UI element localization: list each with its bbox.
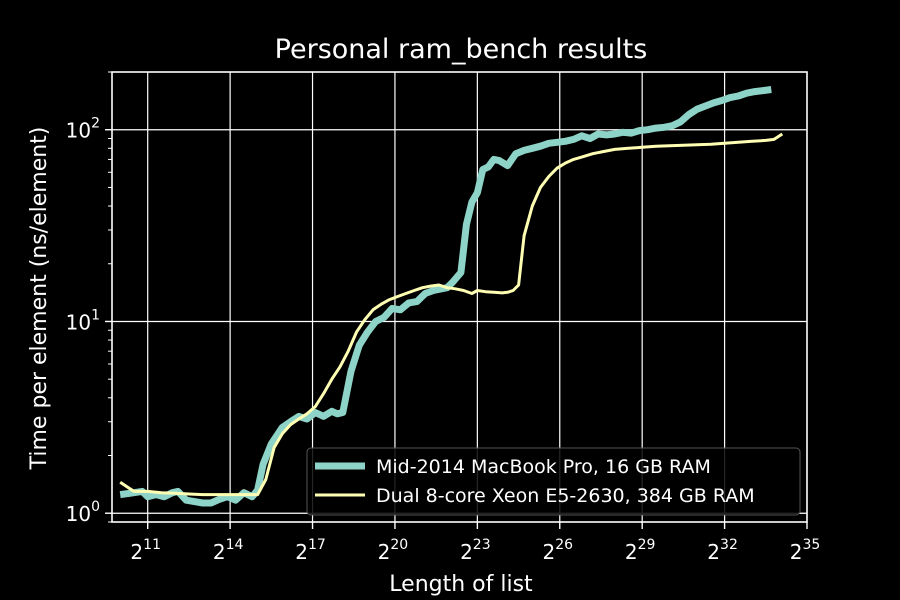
- x-tick-base: 2: [295, 540, 308, 564]
- y-tick-base: 10: [66, 502, 91, 526]
- y-tick-label: 102: [66, 116, 100, 143]
- y-tick-label: 101: [66, 307, 100, 334]
- x-tick-exponent: 11: [143, 537, 161, 553]
- x-tick-exponent: 29: [638, 537, 656, 553]
- y-tick-label: 100: [66, 499, 100, 526]
- x-tick-exponent: 35: [802, 537, 820, 553]
- plot-frame: [111, 71, 808, 523]
- x-tick-base: 2: [460, 540, 473, 564]
- x-tick-exponent: 32: [720, 537, 738, 553]
- legend-label-1: Mid-2014 MacBook Pro, 16 GB RAM: [376, 456, 711, 478]
- y-tick-exponent: 1: [91, 307, 100, 323]
- x-tick-exponent: 17: [308, 537, 326, 553]
- x-tick-label: 229: [625, 537, 656, 564]
- x-tick-exponent: 26: [555, 537, 573, 553]
- x-tick-exponent: 14: [226, 537, 244, 553]
- y-axis-label: Time per element (ns/element): [27, 127, 52, 471]
- x-tick-label: 235: [790, 537, 821, 564]
- x-tick-base: 2: [707, 540, 720, 564]
- x-tick-label: 226: [542, 537, 573, 564]
- legend-label-2: Dual 8-core Xeon E5-2630, 384 GB RAM: [376, 485, 755, 507]
- y-tick-base: 10: [66, 310, 91, 334]
- series-layer: [119, 86, 784, 507]
- legend: Mid-2014 MacBook Pro, 16 GB RAM Dual 8-co…: [306, 447, 801, 516]
- x-tick-exponent: 20: [390, 537, 408, 553]
- x-axis-label: Length of list: [389, 572, 533, 597]
- x-tick-label: 232: [707, 537, 738, 564]
- grid: [112, 72, 807, 522]
- series-line-1: [119, 86, 772, 507]
- x-tick-base: 2: [130, 540, 143, 564]
- x-tick-label: 220: [378, 537, 409, 564]
- x-tick-base: 2: [378, 540, 391, 564]
- y-tick-exponent: 2: [91, 116, 100, 132]
- x-tick-exponent: 23: [473, 537, 491, 553]
- chart-title: Personal ram_bench results: [275, 34, 648, 65]
- x-tick-base: 2: [213, 540, 226, 564]
- x-tick-base: 2: [625, 540, 638, 564]
- series-line-2: [119, 132, 784, 497]
- x-tick-label: 223: [460, 537, 491, 564]
- y-tick-base: 10: [66, 119, 91, 143]
- y-tick-exponent: 0: [91, 499, 100, 515]
- x-tick-label: 217: [295, 537, 326, 564]
- x-tick-label: 214: [213, 537, 244, 564]
- legend-box: [306, 447, 801, 516]
- x-tick-label: 211: [130, 537, 161, 564]
- x-axis-ticks: 211 214 217 220 223 226 229 232 235: [130, 522, 820, 564]
- x-tick-base: 2: [542, 540, 555, 564]
- x-tick-base: 2: [790, 540, 803, 564]
